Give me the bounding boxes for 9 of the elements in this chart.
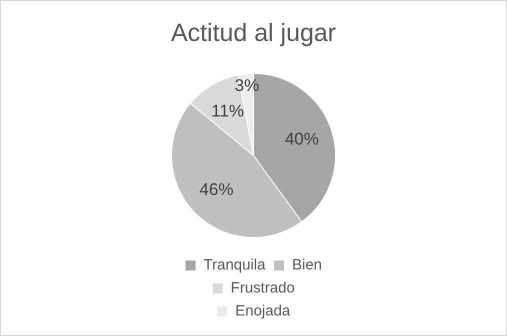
data-label: 46% [199,180,234,199]
chart-title: Actitud al jugar [171,18,336,47]
data-label: 3% [234,76,260,95]
legend-label: Bien [292,256,322,274]
legend-label: Enojada [235,302,291,320]
data-label: 11% [211,101,244,120]
data-label: 40% [284,129,319,148]
legend-label: Frustrado [230,280,295,297]
legend-label: Tranquila [204,256,266,274]
